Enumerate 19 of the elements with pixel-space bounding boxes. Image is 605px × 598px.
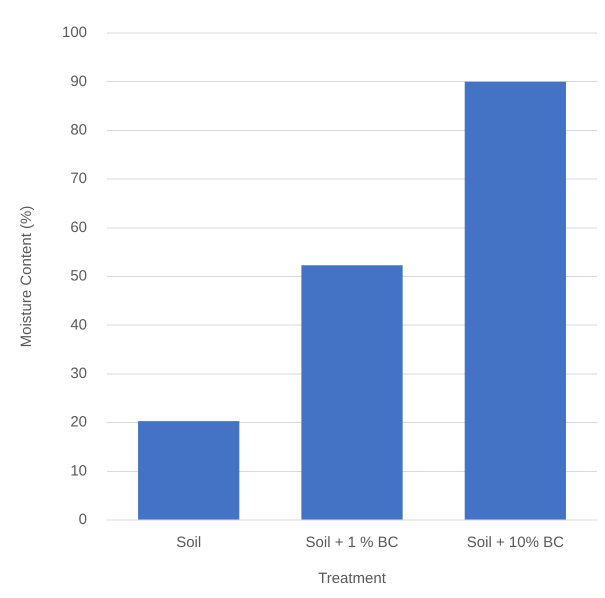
y-tick-label: 40 [70, 316, 88, 334]
bar [138, 421, 240, 520]
y-tick-label: 80 [70, 122, 88, 139]
x-axis-title: Treatment [318, 570, 387, 588]
x-tick-label: Soil [176, 534, 202, 552]
bar [301, 265, 403, 520]
bar [464, 82, 566, 520]
y-tick-label: 100 [62, 24, 88, 42]
y-tick-label: 30 [70, 365, 88, 382]
x-tick-label: Soil + 10% BC [466, 534, 564, 552]
y-tick-label: 10 [70, 462, 88, 480]
y-axis-title: Moisture Content (%) [18, 206, 36, 348]
y-tick-label: 70 [70, 170, 88, 188]
y-tick-label: 0 [78, 511, 88, 528]
y-tick-label: 60 [70, 218, 88, 236]
y-tick-label: 50 [70, 268, 88, 285]
x-tick-label: Soil + 1 % BC [306, 534, 399, 552]
y-tick-label: 90 [70, 72, 88, 90]
y-tick-label: 20 [70, 414, 88, 431]
